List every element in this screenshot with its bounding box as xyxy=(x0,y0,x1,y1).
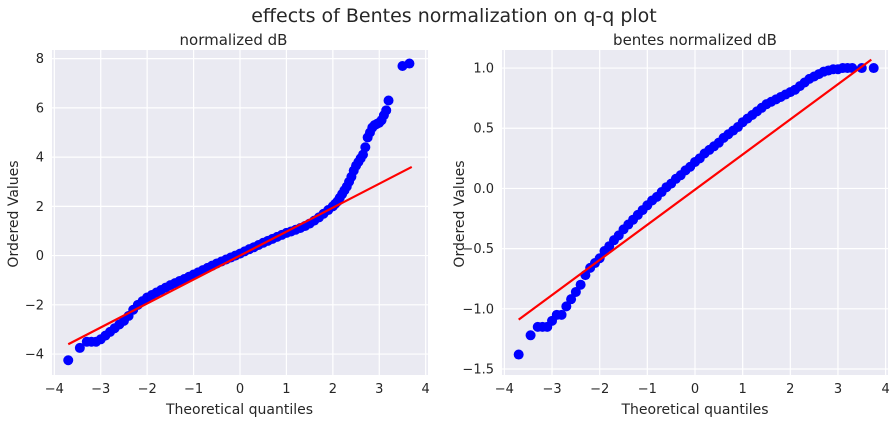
left-x-tick-label: −2 xyxy=(138,382,157,397)
right-data-point xyxy=(513,349,524,360)
right-data-point xyxy=(566,294,577,305)
right-panel: bentes normalized dB Theoretical quantil… xyxy=(452,31,890,418)
left-data-point xyxy=(404,58,415,69)
right-x-tick-label: 0 xyxy=(691,382,699,397)
left-panel-ylabel: Ordered Values xyxy=(6,160,22,267)
left-data-point xyxy=(74,342,85,353)
right-y-tick-label: −1.0 xyxy=(462,302,494,317)
left-x-tick-label: 2 xyxy=(329,382,337,397)
left-y-tick-label: 4 xyxy=(36,151,44,166)
left-panel-title: normalized dB xyxy=(180,31,288,49)
left-y-tick-label: −4 xyxy=(25,348,44,363)
right-data-point xyxy=(570,286,581,297)
right-data-point xyxy=(556,309,567,320)
left-panel: normalized dB Theoretical quantiles Orde… xyxy=(6,31,430,418)
left-y-tick-label: 8 xyxy=(36,52,44,67)
left-x-tick-label: 3 xyxy=(375,382,383,397)
right-fit-line xyxy=(518,58,872,321)
left-fit-line xyxy=(67,165,413,346)
right-y-tick-label: −1.5 xyxy=(462,362,494,377)
right-data-point xyxy=(575,279,586,290)
left-y-tick-label: 6 xyxy=(36,101,44,116)
left-y-tick-label: 0 xyxy=(36,249,44,264)
left-x-tick-label: −1 xyxy=(184,382,203,397)
left-data-point xyxy=(63,355,74,366)
right-data-point xyxy=(525,330,536,341)
right-plot-area xyxy=(502,50,888,375)
right-data-point xyxy=(868,63,879,74)
left-x-tick-label: 0 xyxy=(236,382,244,397)
left-data-point xyxy=(383,95,394,106)
right-x-tick-label: −2 xyxy=(590,382,609,397)
left-x-tick-label: −4 xyxy=(45,382,64,397)
right-panel-title: bentes normalized dB xyxy=(613,31,777,49)
right-x-tick-label: −1 xyxy=(638,382,657,397)
left-plot-area xyxy=(52,50,428,375)
left-data-point xyxy=(381,105,392,116)
right-x-tick-label: 1 xyxy=(739,382,747,397)
right-panel-ylabel: Ordered Values xyxy=(452,160,468,267)
left-y-tick-label: −2 xyxy=(25,298,44,313)
right-x-tick-label: −3 xyxy=(542,382,561,397)
left-data-point xyxy=(360,142,371,153)
figure-title: effects of Bentes normalization on q-q p… xyxy=(251,5,657,27)
right-y-tick-label: 0.5 xyxy=(473,122,494,137)
right-y-tick-label: 0.0 xyxy=(473,182,494,197)
right-x-tick-label: −4 xyxy=(495,382,514,397)
right-panel-xlabel: Theoretical quantiles xyxy=(620,402,768,418)
right-x-tick-label: 2 xyxy=(786,382,794,397)
right-y-tick-label: 1.0 xyxy=(473,62,494,77)
right-y-tick-label: −0.5 xyxy=(462,242,494,257)
left-y-tick-label: 2 xyxy=(36,200,44,215)
right-x-tick-label: 4 xyxy=(881,382,889,397)
left-x-tick-label: −3 xyxy=(91,382,110,397)
right-x-tick-label: 3 xyxy=(834,382,842,397)
left-x-tick-label: 4 xyxy=(422,382,430,397)
right-data-point xyxy=(561,301,572,312)
left-panel-xlabel: Theoretical quantiles xyxy=(165,402,313,418)
left-x-tick-label: 1 xyxy=(282,382,290,397)
